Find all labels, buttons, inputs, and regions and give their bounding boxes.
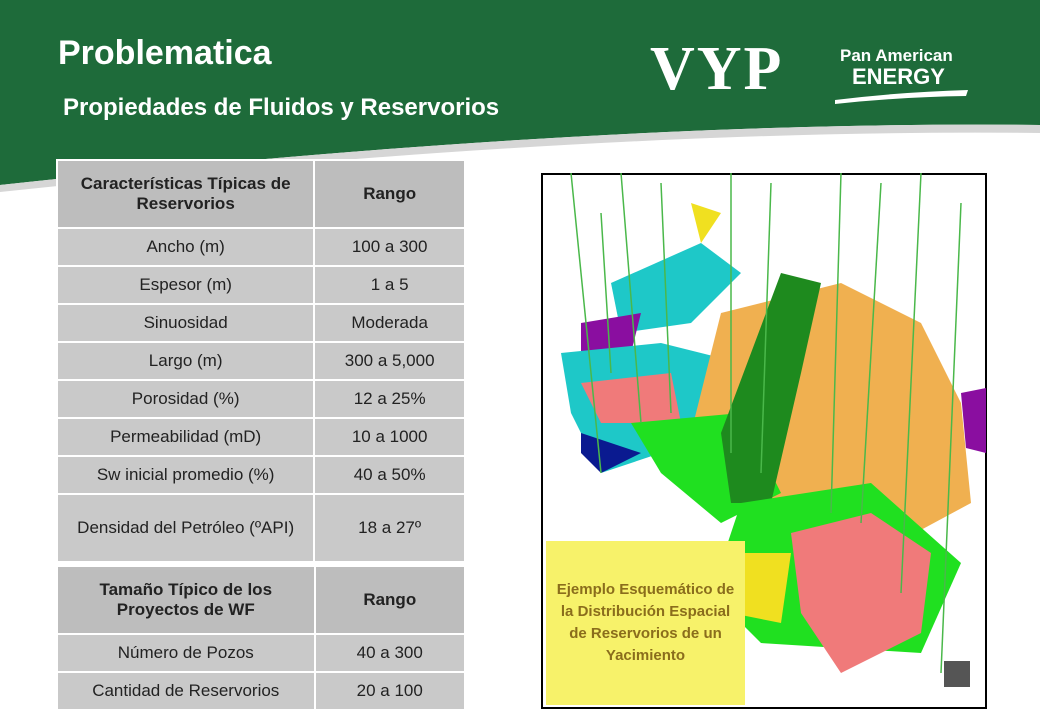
table-row: Espesor (m) 1 a 5 xyxy=(55,265,466,305)
title: Problematica xyxy=(58,34,272,72)
cell: Espesor (m) xyxy=(55,265,316,305)
cell: Cantidad de Reservorios xyxy=(56,671,316,711)
logo-vyp: VYP xyxy=(650,35,784,103)
cell: Moderada xyxy=(313,303,466,343)
reservoir-table: Características Típicas de Reservorios Ra… xyxy=(55,159,466,563)
header-cell: Características Típicas de Reservorios xyxy=(55,159,316,229)
header-cell: Tamaño Típico de los Proyectos de WF xyxy=(56,565,316,635)
table-row: Densidad del Petróleo (ºAPI) 18 a 27º xyxy=(55,493,466,563)
table-row: Características Típicas de Reservorios Ra… xyxy=(55,159,466,229)
cell: Sw inicial promedio (%) xyxy=(55,455,316,495)
cell: Densidad del Petróleo (ºAPI) xyxy=(55,493,316,563)
cell: Número de Pozos xyxy=(56,633,316,673)
cell: 40 a 300 xyxy=(313,633,467,673)
table-row: Largo (m) 300 a 5,000 xyxy=(55,341,466,381)
subtitle: Propiedades de Fluidos y Reservorios xyxy=(63,94,500,121)
table-row: Número de Pozos 40 a 300 xyxy=(56,633,467,673)
cell: Sinuosidad xyxy=(55,303,316,343)
cell: Porosidad (%) xyxy=(55,379,316,419)
image-caption: Ejemplo Esquemático de la Distribución E… xyxy=(546,541,745,705)
table-row: Permeabilidad (mD) 10 a 1000 xyxy=(55,417,466,457)
table-row: Porosidad (%) 12 a 25% xyxy=(55,379,466,419)
table-row: Sinuosidad Moderada xyxy=(55,303,466,343)
header-banner xyxy=(0,0,1040,192)
reservoir-image xyxy=(541,173,987,709)
cell: Permeabilidad (mD) xyxy=(55,417,316,457)
logo-energy: ENERGY xyxy=(852,64,945,89)
cell: Ancho (m) xyxy=(55,227,316,267)
header-cell: Rango xyxy=(313,565,467,635)
table-row: Ancho (m) 100 a 300 xyxy=(55,227,466,267)
cell: Largo (m) xyxy=(55,341,316,381)
cell: 10 a 1000 xyxy=(313,417,466,457)
cell: 1 a 5 xyxy=(313,265,466,305)
header-cell: Rango xyxy=(313,159,466,229)
table-row: Cantidad de Reservorios 20 a 100 xyxy=(56,671,467,711)
cell: 40 a 50% xyxy=(313,455,466,495)
cell: 300 a 5,000 xyxy=(313,341,466,381)
cell: 100 a 300 xyxy=(313,227,466,267)
table-row: Tamaño Típico de los Proyectos de WF Rang… xyxy=(56,565,467,635)
cell: 18 a 27º xyxy=(313,493,466,563)
project-table: Tamaño Típico de los Proyectos de WF Rang… xyxy=(56,565,467,711)
logo-pan-american: Pan American xyxy=(840,46,953,65)
cell: 20 a 100 xyxy=(313,671,467,711)
table-row: Sw inicial promedio (%) 40 a 50% xyxy=(55,455,466,495)
cell: 12 a 25% xyxy=(313,379,466,419)
